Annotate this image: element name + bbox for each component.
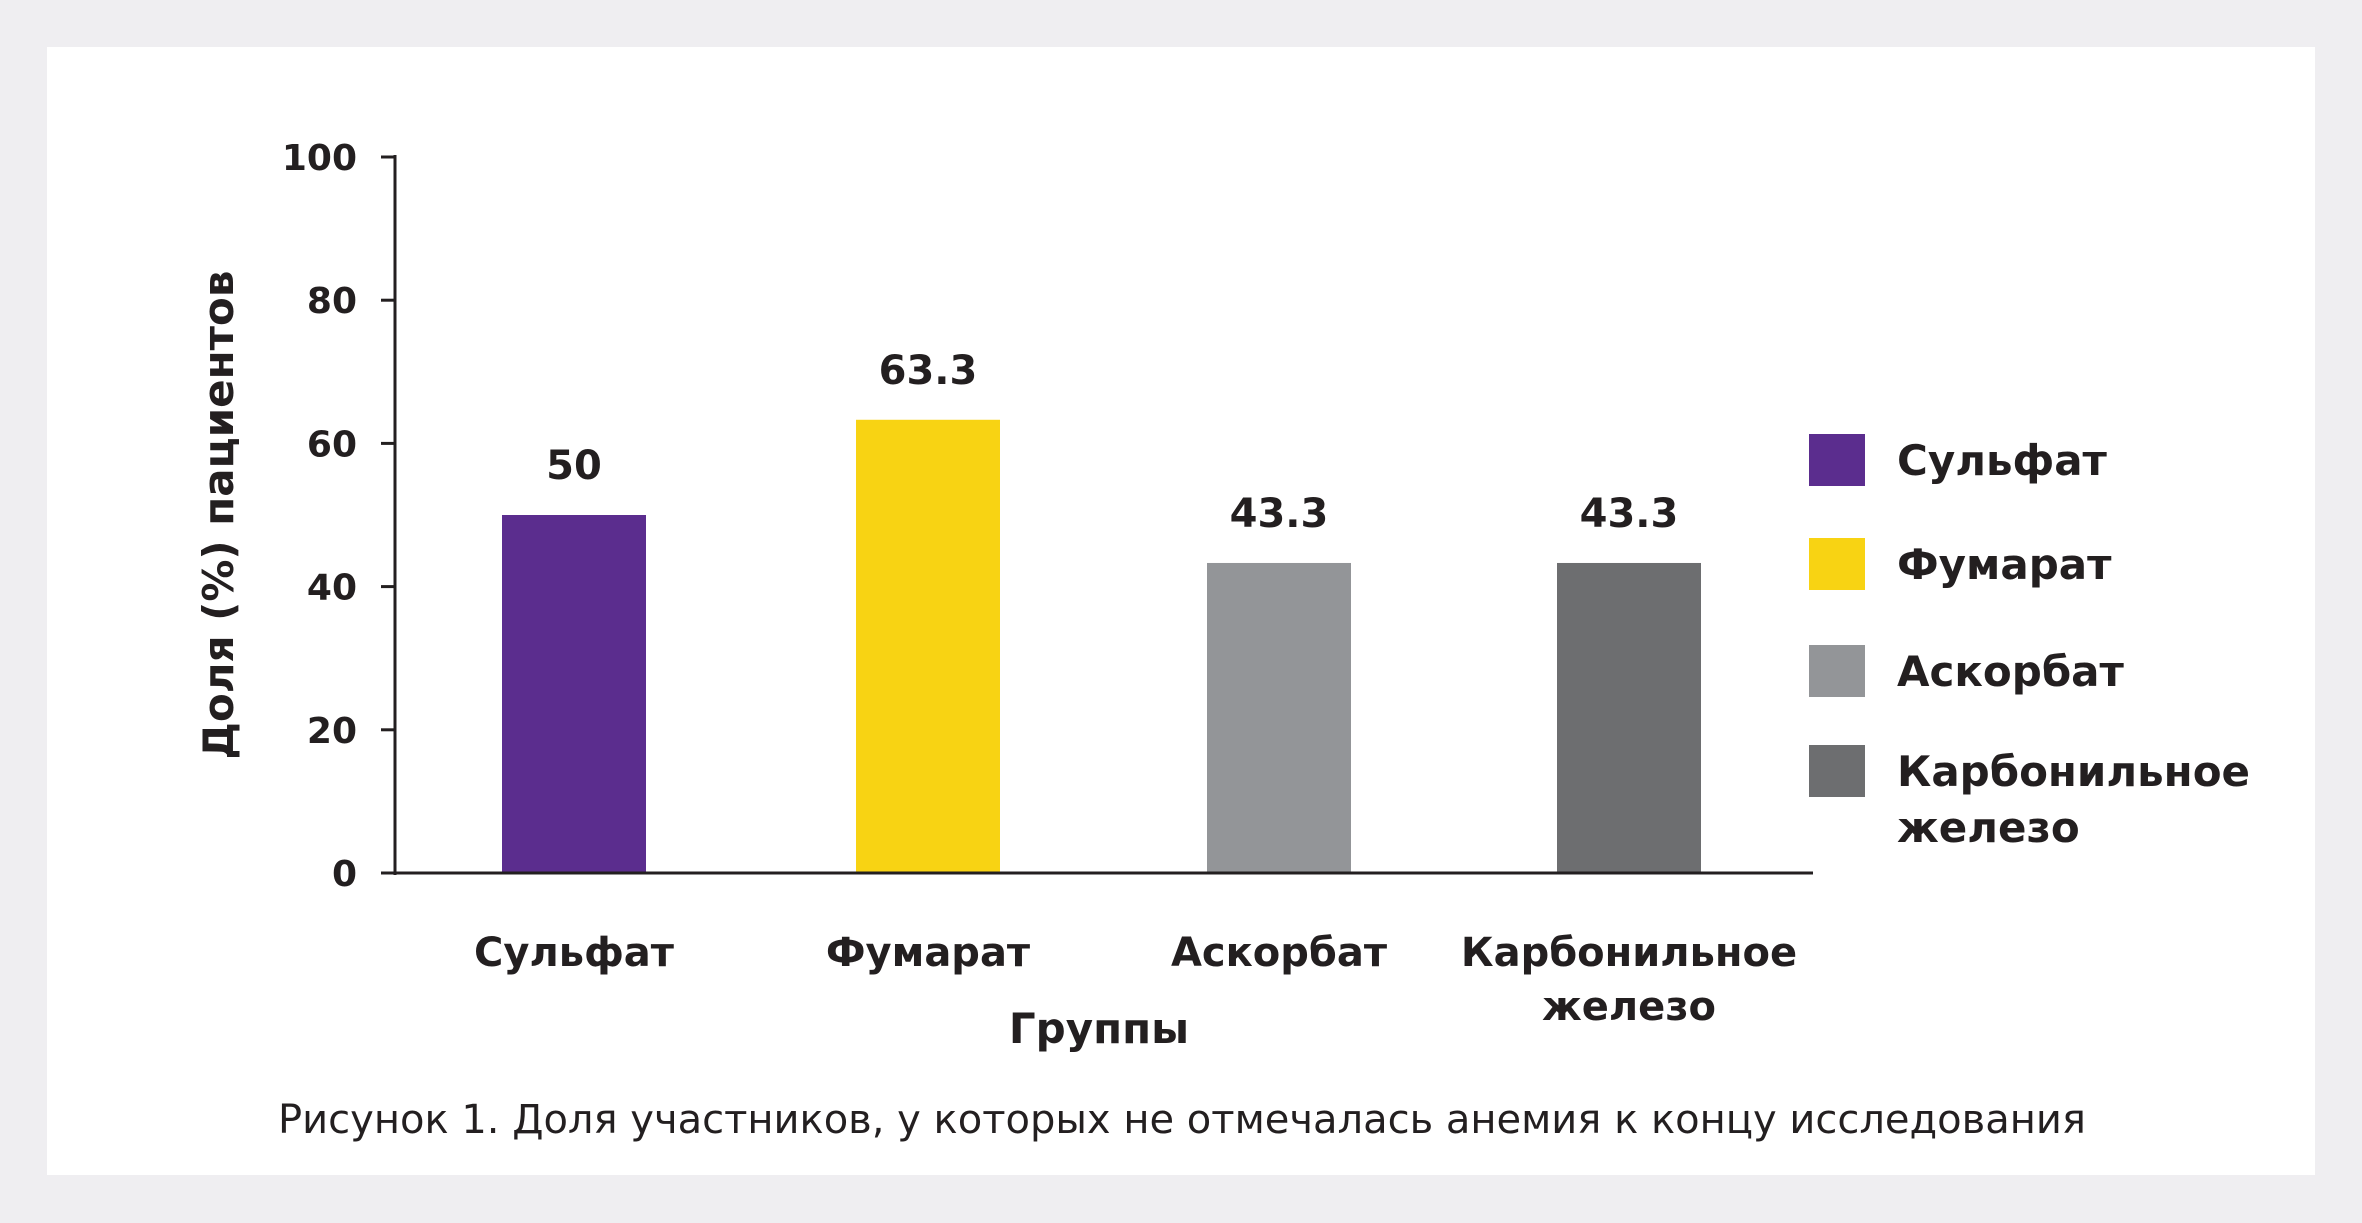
y-tick-label: 0 <box>332 854 357 895</box>
data-label: 50 <box>546 443 602 489</box>
x-axis-title: Группы <box>1009 1004 1189 1053</box>
legend-swatch <box>1809 538 1865 590</box>
legend-swatch <box>1809 645 1865 697</box>
bar <box>502 515 646 873</box>
bar <box>856 419 1000 873</box>
y-tick-label: 100 <box>282 138 357 179</box>
data-label: 43.3 <box>1580 491 1679 537</box>
data-label: 43.3 <box>1230 491 1329 537</box>
x-tick-label: железо <box>1542 984 1716 1030</box>
bar-chart: 0 20 40 60 80 100 50 63.3 43.3 43.3 Сульфат Фумарат… <box>194 138 2250 1143</box>
legend-label: Аскорбат <box>1897 647 2124 696</box>
x-tick-label: Карбонильное <box>1461 930 1797 976</box>
bar <box>1207 562 1351 873</box>
y-tick-label: 80 <box>307 281 357 322</box>
y-tick-label: 40 <box>307 568 357 609</box>
x-tick-label: Сульфат <box>474 930 675 976</box>
figure-caption: Рисунок 1. Доля участников, у которых не… <box>278 1097 2086 1143</box>
y-tick-label: 60 <box>307 424 357 465</box>
legend-label: железо <box>1897 803 2080 852</box>
legend-swatch <box>1809 745 1865 797</box>
data-label: 63.3 <box>879 348 978 394</box>
y-axis-title: Доля (%) пациентов <box>194 271 243 760</box>
legend-swatch <box>1809 434 1865 486</box>
x-tick-label: Фумарат <box>826 930 1031 976</box>
x-tick-label: Аскорбат <box>1171 930 1388 976</box>
legend-label: Карбонильное <box>1897 747 2250 796</box>
legend-label: Сульфат <box>1897 436 2108 485</box>
y-tick-label: 20 <box>307 711 357 752</box>
legend-label: Фумарат <box>1897 540 2112 589</box>
bar <box>1557 562 1701 873</box>
figure-panel: 0 20 40 60 80 100 50 63.3 43.3 43.3 Сульфат Фумарат… <box>47 47 2315 1175</box>
